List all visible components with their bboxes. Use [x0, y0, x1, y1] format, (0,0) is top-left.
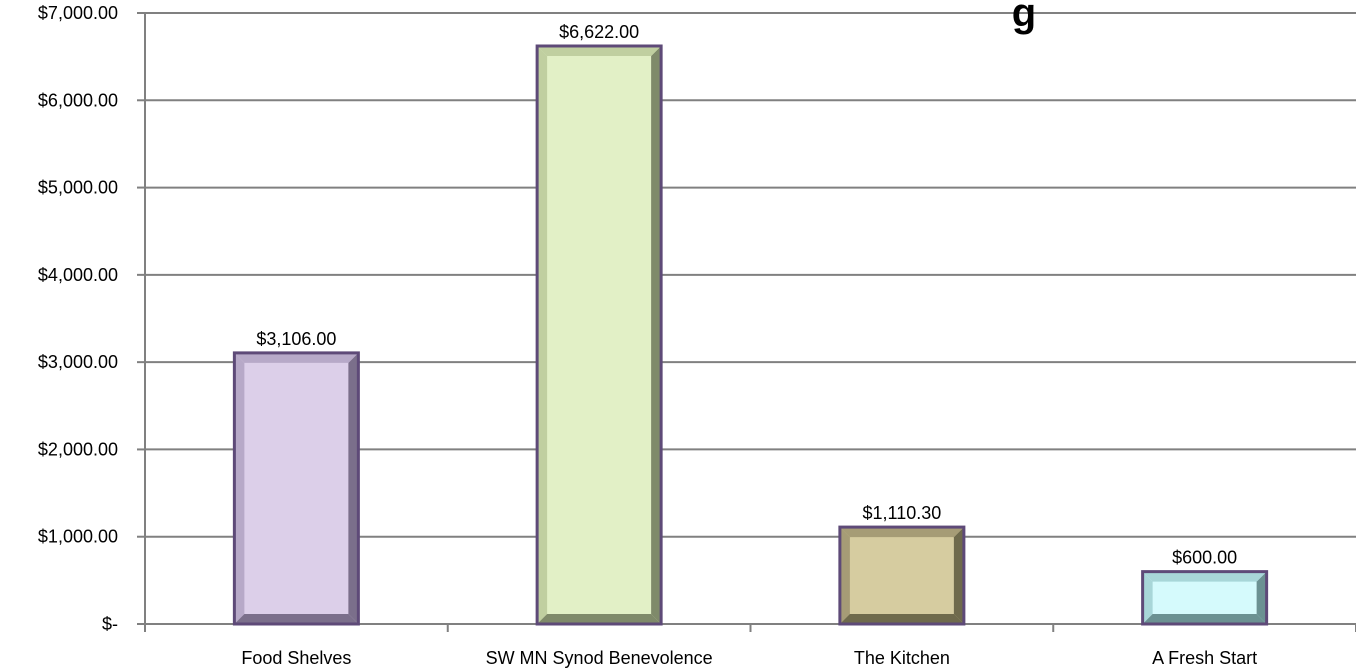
y-tick-label: $-	[102, 614, 118, 634]
bar-bevel-right	[348, 352, 359, 624]
x-category-label: Food Shelves	[241, 648, 351, 668]
bar-bevel-left	[537, 45, 548, 624]
data-label: $600.00	[1172, 548, 1237, 568]
bar-bevel-bottom	[1142, 614, 1267, 624]
y-tick-label: $1,000.00	[38, 527, 118, 547]
bars	[232, 44, 1269, 626]
y-tick-label: $4,000.00	[38, 265, 118, 285]
bar	[838, 525, 966, 626]
bar-bevel-top	[234, 352, 359, 363]
bar-border	[838, 525, 966, 626]
bar-bevel-left	[1142, 571, 1153, 624]
bar	[535, 44, 663, 626]
y-tick-label: $2,000.00	[38, 439, 118, 459]
bar-bevel-bottom	[537, 614, 662, 624]
bar-border	[1141, 570, 1269, 626]
data-label: $1,110.30	[863, 503, 942, 523]
y-tick-label: $7,000.00	[38, 3, 118, 23]
bar-face	[537, 45, 662, 624]
bar-bevel-top	[1142, 571, 1267, 582]
bar-bevel-bottom	[234, 614, 359, 624]
bar-bevel-right	[651, 45, 662, 624]
x-category-label: A Fresh Start	[1152, 648, 1257, 668]
y-tick-label: $6,000.00	[38, 90, 118, 110]
bar-face	[234, 352, 359, 624]
bar-border	[232, 351, 360, 626]
bar-bevel-right	[1256, 571, 1267, 624]
chart-title-fragment: g	[1012, 0, 1036, 35]
data-label: $6,622.00	[559, 22, 639, 42]
x-category-label: SW MN Synod Benevolence	[486, 648, 713, 668]
y-tick-label: $3,000.00	[38, 352, 118, 372]
y-tick-label: $5,000.00	[38, 178, 118, 198]
bar	[1141, 570, 1269, 626]
data-label: $3,106.00	[256, 329, 336, 349]
bar-bevel-top	[537, 45, 662, 56]
bar-bevel-left	[234, 352, 245, 624]
bar-bevel-right	[953, 527, 964, 624]
bar	[232, 351, 360, 626]
bar-bevel-top	[839, 527, 964, 538]
bar-bevel-bottom	[839, 614, 964, 624]
bar-face	[839, 527, 964, 624]
labels: $3,106.00 Food Shelves $6,622.00 SW MN Syno…	[241, 22, 1257, 668]
bar-border	[535, 44, 663, 626]
x-category-label: The Kitchen	[854, 648, 950, 668]
bar-bevel-left	[839, 527, 850, 624]
